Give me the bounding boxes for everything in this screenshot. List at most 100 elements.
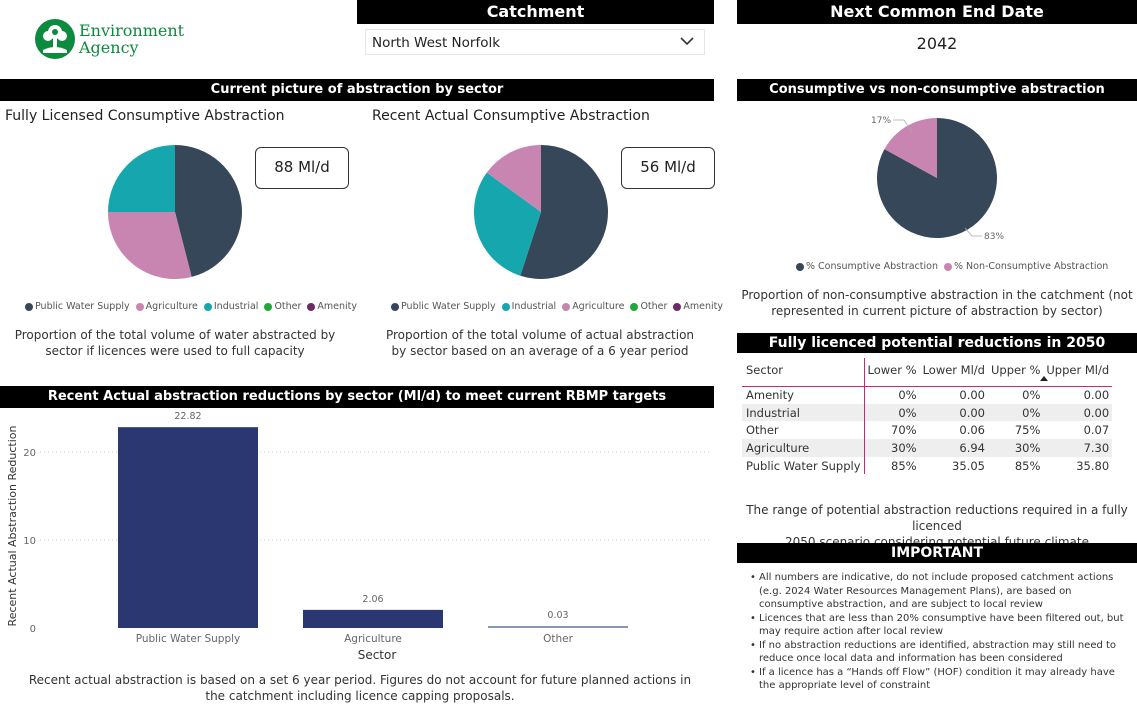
data-label-non-consumptive: 17% bbox=[871, 116, 891, 126]
actual-legend-item-amenity[interactable]: Amenity bbox=[673, 301, 723, 312]
y-tick-label: 10 bbox=[23, 536, 36, 547]
licensed-pie-caption: Proportion of the total volume of water … bbox=[10, 327, 340, 359]
table-cell-value: 0.00 bbox=[919, 403, 988, 422]
consumptive-pie-chart: 17% 83% bbox=[871, 116, 1004, 242]
note-item: • Licences that are less than 20% consump… bbox=[750, 612, 1132, 639]
consumptive-legend-item-pct-non-consumptive-abstraction[interactable]: % Non-Consumptive Abstraction bbox=[943, 261, 1109, 272]
note-item: • If no abstraction reductions are identi… bbox=[750, 639, 1132, 666]
legend-dot-icon bbox=[25, 302, 33, 311]
leader-line-large bbox=[964, 227, 982, 237]
column-header-upper-mld[interactable]: Upper Ml/d bbox=[1043, 358, 1113, 387]
y-tick-label: 0 bbox=[30, 624, 36, 635]
data-label-consumptive: 83% bbox=[984, 232, 1004, 242]
logo-text-line2: Agency bbox=[79, 38, 139, 57]
actual-legend-item-public-water-supply[interactable]: Public Water Supply bbox=[391, 301, 496, 312]
legend-dot-icon bbox=[307, 302, 316, 311]
legend-dot-icon bbox=[673, 302, 682, 311]
table-row[interactable]: Industrial 0% 0.00 0% 0.00 bbox=[742, 403, 1113, 422]
actual-caption-line2: by sector based on an average of a 6 yea… bbox=[391, 344, 689, 358]
consumptive-pie-slice-pct-non-consumptive-abstraction[interactable] bbox=[884, 118, 937, 178]
column-header-upper-pct[interactable]: Upper % bbox=[987, 358, 1044, 387]
note-item: • All numbers are indicative, do not incl… bbox=[750, 571, 1132, 612]
table-cell-value: 30% bbox=[864, 439, 920, 457]
note-item: • If a licence has a “Hands off Flow” (HO… bbox=[750, 666, 1132, 693]
note-text: If no abstraction reductions are identif… bbox=[759, 639, 1117, 665]
column-header-lower-mld[interactable]: Lower Ml/d bbox=[919, 358, 988, 387]
legend-dot-icon bbox=[264, 302, 273, 311]
licensed-pie-title: Fully Licensed Consumptive Abstraction bbox=[5, 108, 285, 124]
legend-dot-icon bbox=[943, 262, 952, 271]
bar-public-water-supply[interactable] bbox=[118, 427, 258, 628]
leader-line-small bbox=[893, 119, 913, 133]
consumptive-pie-legend: % Consumptive Abstraction % Non-Consumpti… bbox=[796, 261, 1108, 272]
important-header: IMPORTANT bbox=[737, 543, 1137, 563]
catchment-dropdown[interactable]: North West Norfolk bbox=[365, 29, 705, 55]
x-tick-label: Other bbox=[543, 633, 573, 645]
table-row[interactable]: Public Water Supply 85% 35.05 85% 35.80 bbox=[742, 456, 1112, 475]
column-header-lower-pct[interactable]: Lower % bbox=[864, 358, 920, 387]
logo-emblem-icon bbox=[35, 19, 75, 59]
table-cell-value: 85% bbox=[891, 458, 917, 473]
legend-label: Amenity bbox=[317, 301, 358, 312]
licensed-legend-item-agriculture[interactable]: Agriculture bbox=[135, 301, 198, 312]
consumptive-legend-item-pct-consumptive-abstraction[interactable]: % Consumptive Abstraction bbox=[796, 261, 938, 272]
legend-label: % Non-Consumptive Abstraction bbox=[953, 261, 1109, 272]
actual-pie-slice-public-water-supply[interactable] bbox=[520, 145, 609, 279]
reductions-bar-caption: Recent actual abstraction is based on a … bbox=[0, 672, 720, 704]
legend-dot-icon bbox=[203, 302, 212, 311]
end-date-value: 2042 bbox=[916, 34, 958, 53]
catchment-selected-value: North West Norfolk bbox=[372, 35, 501, 51]
licensed-caption-line2: sector if licences were used to full cap… bbox=[45, 344, 305, 358]
legend-label: Public Water Supply bbox=[35, 301, 130, 312]
table-cell-value: 70% bbox=[891, 423, 917, 438]
licensed-pie-slice-agriculture[interactable] bbox=[108, 212, 192, 279]
table-cell-value: 0% bbox=[1022, 388, 1041, 403]
table-cell-sector: Amenity bbox=[742, 386, 865, 404]
bar-other[interactable] bbox=[488, 626, 628, 628]
actual-caption-line1: Proportion of the total volume of actual… bbox=[385, 328, 695, 342]
actual-legend-item-other[interactable]: Other bbox=[630, 301, 667, 312]
legend-label: Other bbox=[640, 301, 668, 312]
sector-section-header: Current picture of abstraction by sector bbox=[0, 79, 714, 101]
table-cell-value: 0.07 bbox=[1083, 423, 1110, 438]
licensed-pie-slice-industrial[interactable] bbox=[108, 145, 175, 212]
table-cell-value: 0.00 bbox=[1083, 388, 1110, 403]
sort-ascending-icon[interactable] bbox=[1040, 376, 1048, 381]
actual-pie-legend: Public Water Supply Industrial Agriculture… bbox=[391, 301, 723, 312]
table-row[interactable]: Agriculture 30% 6.94 30% 7.30 bbox=[742, 439, 1113, 457]
catchment-header: Catchment bbox=[357, 0, 714, 24]
table-cell-value: 0.00 bbox=[959, 388, 985, 403]
table-cell-value: 35.05 bbox=[952, 458, 985, 473]
actual-legend-item-industrial[interactable]: Industrial bbox=[501, 301, 556, 312]
table-cell-value: 30% bbox=[987, 439, 1044, 457]
chevron-down-icon[interactable] bbox=[678, 32, 696, 50]
actual-pie-slice-agriculture[interactable] bbox=[486, 145, 541, 212]
table-row[interactable]: Other 70% 0.06 75% 0.07 bbox=[742, 421, 1112, 440]
licensed-legend-item-industrial[interactable]: Industrial bbox=[203, 301, 258, 312]
table-cell-value: 0.00 bbox=[1043, 403, 1113, 422]
legend-dot-icon bbox=[796, 262, 804, 271]
bullet-icon: • bbox=[750, 572, 756, 583]
important-notes-list: • All numbers are indicative, do not incl… bbox=[750, 571, 1132, 693]
actual-legend-item-agriculture[interactable]: Agriculture bbox=[562, 301, 624, 312]
licensed-pie-slice-public-water-supply[interactable] bbox=[175, 145, 242, 277]
data-label: 0.03 bbox=[547, 610, 568, 621]
end-date-header: Next Common End Date bbox=[737, 0, 1137, 24]
licensed-legend-item-public-water-supply[interactable]: Public Water Supply bbox=[25, 301, 130, 312]
x-tick-label: Public Water Supply bbox=[136, 633, 241, 645]
legend-label: % Consumptive Abstraction bbox=[806, 261, 938, 272]
column-header-sector[interactable]: Sector bbox=[742, 358, 865, 387]
table-cell-value: 0% bbox=[864, 403, 920, 422]
licensed-legend-item-amenity[interactable]: Amenity bbox=[307, 301, 357, 312]
licensed-legend-item-other[interactable]: Other bbox=[264, 301, 301, 312]
legend-label: Other bbox=[274, 301, 302, 312]
table-cell-sector: Industrial bbox=[742, 403, 865, 422]
table-row[interactable]: Amenity 0% 0.00 0% 0.00 bbox=[742, 386, 1112, 404]
data-label: 22.82 bbox=[174, 411, 201, 422]
actual-pie-slice-industrial[interactable] bbox=[474, 172, 541, 276]
consumptive-section-header: Consumptive vs non-consumptive abstracti… bbox=[737, 79, 1137, 101]
table-cell-value: 75% bbox=[1014, 423, 1041, 438]
bar-agriculture[interactable] bbox=[303, 609, 443, 628]
table-caption-line1: The range of potential abstraction reduc… bbox=[746, 503, 1128, 533]
licensed-kpi-card: 88 Ml/d bbox=[255, 147, 349, 189]
